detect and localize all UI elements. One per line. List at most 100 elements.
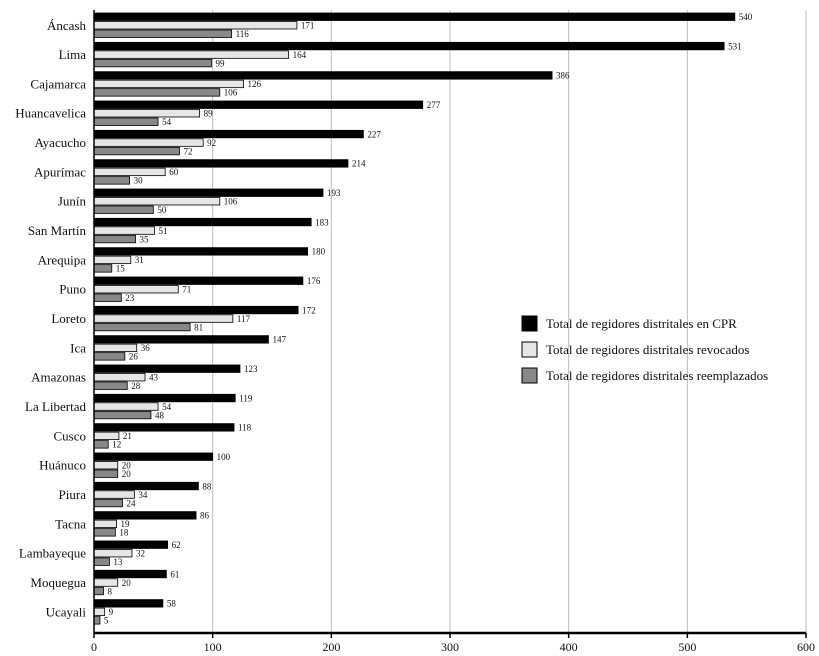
value-label: 88 xyxy=(202,481,212,491)
category-label: Junín xyxy=(58,194,87,209)
value-label: 60 xyxy=(169,167,179,177)
bar-series-2 xyxy=(93,285,179,294)
category-label: Huánuco xyxy=(39,458,86,473)
value-label: 61 xyxy=(170,569,179,579)
bar-series-3 xyxy=(93,616,101,625)
bar-series-2 xyxy=(93,490,135,499)
value-label: 126 xyxy=(248,79,262,89)
bar-series-3 xyxy=(93,410,152,420)
value-label: 183 xyxy=(315,217,329,227)
bar-series-3 xyxy=(93,440,109,449)
bar-series-2 xyxy=(93,402,159,411)
bar-series-3 xyxy=(93,205,154,214)
bar-series-3 xyxy=(93,498,123,508)
bar-series-1 xyxy=(93,452,214,461)
value-label: 540 xyxy=(739,12,753,22)
category-label: Moquegua xyxy=(30,575,86,590)
category-label: Huancavelica xyxy=(15,106,86,121)
bar-series-1 xyxy=(93,129,364,139)
legend-swatch-3 xyxy=(521,367,538,384)
category-label: Lambayeque xyxy=(19,546,86,561)
value-label: 5 xyxy=(104,616,109,626)
value-label: 86 xyxy=(200,511,210,521)
value-label: 9 xyxy=(109,607,114,617)
bar-series-3 xyxy=(93,88,221,97)
bar-series-2 xyxy=(93,255,132,265)
bar-series-1 xyxy=(93,511,197,520)
bar-series-2 xyxy=(93,578,119,587)
bar-series-3 xyxy=(93,264,113,273)
bar-series-1 xyxy=(93,217,312,227)
bar-series-1 xyxy=(93,393,236,403)
bar-series-3 xyxy=(93,293,122,302)
bar-series-2 xyxy=(93,461,119,470)
x-tick-label: 400 xyxy=(560,640,578,654)
bar-series-3 xyxy=(93,586,104,596)
value-label: 176 xyxy=(307,276,321,286)
category-label: Tacna xyxy=(55,516,86,531)
value-label: 531 xyxy=(728,41,742,51)
bar-series-2 xyxy=(93,109,201,118)
bar-series-3 xyxy=(93,469,119,478)
bar-series-2 xyxy=(93,607,106,616)
value-label: 13 xyxy=(113,557,123,567)
x-tick-label: 100 xyxy=(204,640,222,654)
category-label: La Libertad xyxy=(25,399,86,414)
category-label: Piura xyxy=(59,487,87,502)
bar-series-2 xyxy=(93,79,244,89)
value-label: 81 xyxy=(194,322,203,332)
value-label: 21 xyxy=(123,431,132,441)
value-label: 147 xyxy=(272,335,286,345)
value-label: 28 xyxy=(131,381,141,391)
bar-series-3 xyxy=(93,352,126,361)
bar-series-1 xyxy=(93,599,164,608)
bar-series-1 xyxy=(93,100,424,109)
legend: Total de regidores distritales en CPR Tot… xyxy=(521,315,768,384)
value-label: 48 xyxy=(155,410,165,420)
bar-series-2 xyxy=(93,197,221,206)
category-label: Amazonas xyxy=(31,370,86,385)
bar-series-2 xyxy=(93,21,298,30)
value-label: 106 xyxy=(224,88,238,98)
bar-series-1 xyxy=(93,276,304,285)
value-label: 54 xyxy=(162,402,172,412)
bar-series-2 xyxy=(93,138,204,147)
bar-series-2 xyxy=(93,50,290,59)
value-label: 117 xyxy=(237,314,251,324)
bar-series-2 xyxy=(93,431,120,441)
value-label: 43 xyxy=(149,372,159,382)
value-label: 172 xyxy=(302,305,316,315)
legend-label: Total de regidores distritales reemplaza… xyxy=(546,368,768,383)
value-label: 26 xyxy=(129,352,139,362)
value-label: 89 xyxy=(204,108,214,118)
value-label: 32 xyxy=(136,548,145,558)
bar-series-2 xyxy=(93,226,155,235)
bar-series-3 xyxy=(93,381,128,390)
value-label: 227 xyxy=(367,129,381,139)
value-label: 72 xyxy=(183,146,192,156)
bar-series-1 xyxy=(93,159,349,168)
bar-series-1 xyxy=(93,71,553,80)
bar-series-3 xyxy=(93,146,180,156)
bar-series-1 xyxy=(93,41,725,51)
value-label: 180 xyxy=(312,247,326,257)
value-label: 20 xyxy=(122,469,132,479)
value-label: 171 xyxy=(301,21,315,31)
category-label: Ucayali xyxy=(46,604,87,619)
bar-series-3 xyxy=(93,528,116,537)
value-label: 116 xyxy=(236,29,250,39)
category-label: Loreto xyxy=(51,311,86,326)
bar-series-3 xyxy=(93,234,136,244)
value-label: 12 xyxy=(112,440,121,450)
category-label: Ayacucho xyxy=(34,135,86,150)
value-label: 8 xyxy=(107,586,112,596)
bar-series-1 xyxy=(93,540,168,549)
value-label: 15 xyxy=(116,264,126,274)
bar-series-2 xyxy=(93,519,117,529)
category-label: Apurímac xyxy=(34,164,86,179)
value-label: 36 xyxy=(141,343,151,353)
value-label: 19 xyxy=(121,519,130,529)
value-label: 54 xyxy=(162,117,172,127)
bar-series-2 xyxy=(93,373,146,382)
